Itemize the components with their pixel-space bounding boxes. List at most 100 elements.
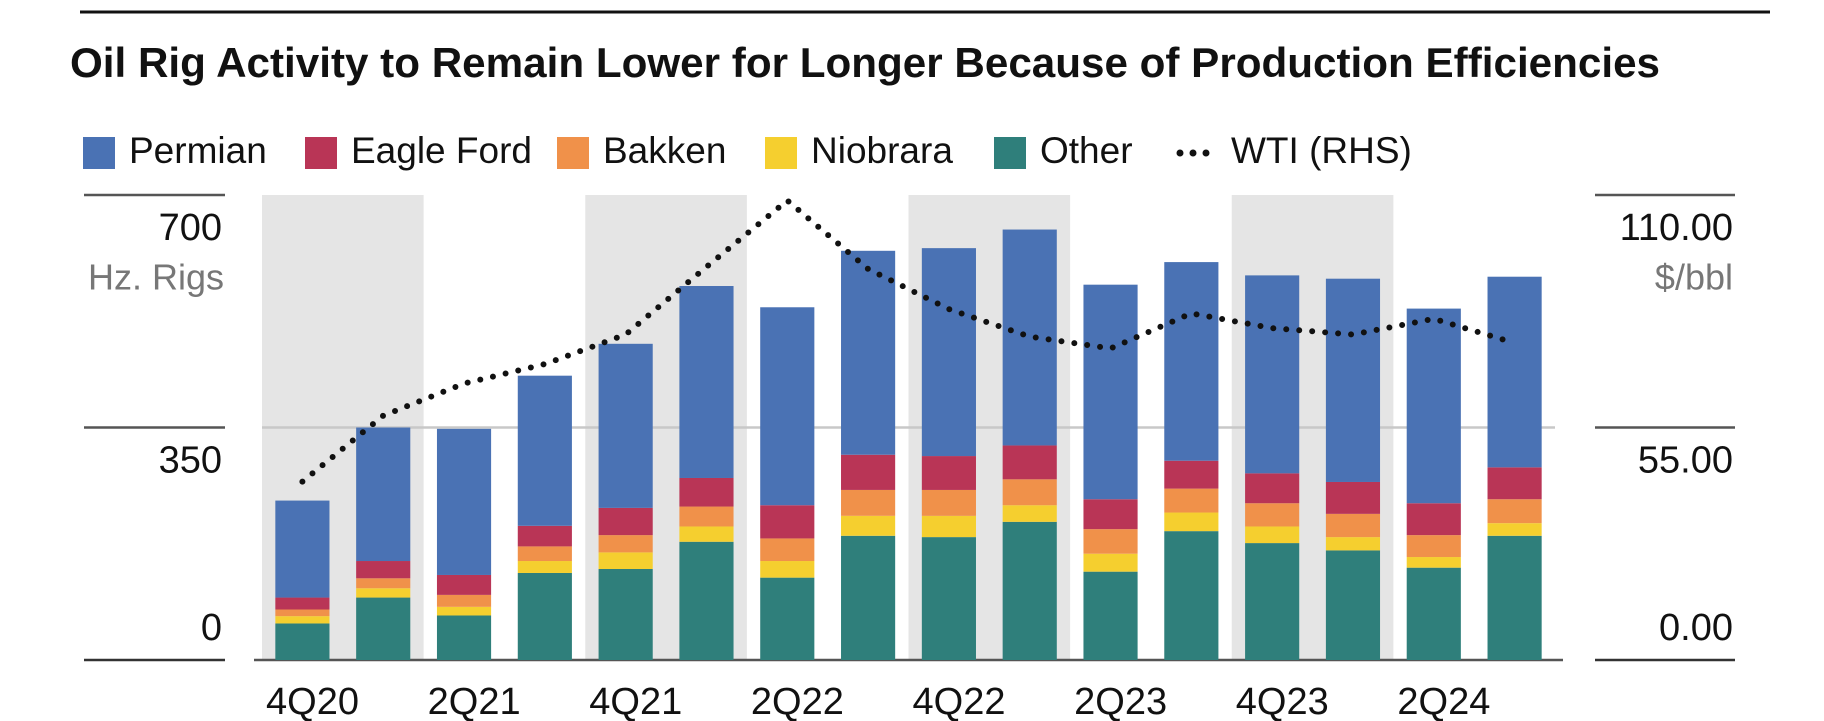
legend-label: WTI (RHS) xyxy=(1231,130,1412,171)
bar-segment xyxy=(1406,503,1461,536)
bar-segment xyxy=(1325,278,1381,482)
bar-segment xyxy=(275,623,330,660)
bar-segment xyxy=(1245,473,1300,504)
bar-segment xyxy=(1406,557,1461,568)
bar-segment xyxy=(679,286,734,478)
bar-segment xyxy=(921,248,976,457)
bar-segment xyxy=(1406,535,1461,558)
y2-tick-label: 110.00 xyxy=(1620,207,1733,249)
bar-segment xyxy=(1164,531,1219,660)
bar-segment xyxy=(1164,460,1219,489)
bar-segment xyxy=(356,561,411,579)
bar-segment xyxy=(436,594,492,607)
bar-segment xyxy=(760,505,815,539)
y2-axis-title: $/bbl xyxy=(1655,257,1733,298)
bar-segment xyxy=(1083,553,1138,572)
x-tick-label: 2Q21 xyxy=(428,681,521,721)
bar-segment xyxy=(679,477,734,507)
bar-segment xyxy=(1164,262,1219,461)
bar-segment xyxy=(275,609,330,617)
x-tick-label: 4Q23 xyxy=(1236,681,1329,721)
bar-segment xyxy=(275,616,330,624)
bar-segment xyxy=(841,454,896,490)
bar-segment xyxy=(436,574,492,595)
bar-segment xyxy=(760,577,815,660)
y-axis-title: Hz. Rigs xyxy=(88,257,224,298)
legend-swatch xyxy=(765,137,797,169)
bar-segment xyxy=(921,489,976,516)
bar-segment xyxy=(1002,445,1057,480)
x-tick-label: 2Q22 xyxy=(751,681,844,721)
bar-segment xyxy=(436,606,492,616)
bar-segment xyxy=(275,597,330,610)
legend-label: Eagle Ford xyxy=(351,130,532,171)
bar-segment xyxy=(598,535,653,553)
bar-segment xyxy=(921,537,976,660)
legend-label: Niobrara xyxy=(811,130,953,171)
bar-segment xyxy=(1164,488,1219,513)
bar-segment xyxy=(841,515,896,536)
bar-segment xyxy=(1487,276,1542,468)
bar-segment xyxy=(1487,523,1542,536)
bar-segment xyxy=(436,615,492,660)
bar-segment xyxy=(921,515,976,538)
bar-segment xyxy=(517,572,572,660)
bar-segment xyxy=(517,375,572,526)
bar-segment xyxy=(1083,529,1138,554)
bar-segment xyxy=(1083,499,1138,530)
y2-tick-label: 55.00 xyxy=(1638,440,1733,482)
x-tick-label: 4Q21 xyxy=(589,681,682,721)
bar-segment xyxy=(1487,467,1542,500)
bar-segment xyxy=(1325,481,1381,514)
x-tick-label: 4Q20 xyxy=(266,681,359,721)
bar-segment xyxy=(275,500,330,598)
legend-swatch xyxy=(305,137,337,169)
x-tick-label: 4Q22 xyxy=(913,681,1006,721)
bar-segment xyxy=(1325,550,1381,660)
bar-segment xyxy=(356,578,411,589)
y2-tick-label: 0.00 xyxy=(1659,607,1733,649)
x-tick-label: 2Q23 xyxy=(1074,681,1167,721)
legend-swatch xyxy=(83,137,115,169)
bar-segment xyxy=(1406,567,1461,660)
bar-segment xyxy=(517,525,572,547)
bar-segment xyxy=(1245,503,1300,527)
bar-segment xyxy=(1002,479,1057,506)
legend-label: Bakken xyxy=(603,130,726,171)
legend-swatch xyxy=(994,137,1026,169)
bar-segment xyxy=(598,507,653,536)
bar-segment xyxy=(760,307,815,506)
bar-segment xyxy=(517,546,572,562)
bar-segment xyxy=(841,535,896,660)
bar-segment xyxy=(679,506,734,527)
legend-label: Other xyxy=(1040,130,1133,171)
bar-segment xyxy=(1002,521,1057,660)
y-tick-label: 700 xyxy=(159,207,222,249)
bar-segment xyxy=(1325,513,1381,538)
x-tick-label: 2Q24 xyxy=(1397,681,1490,721)
legend-swatch xyxy=(557,137,589,169)
bar-segment xyxy=(679,541,734,660)
bar-segment xyxy=(1325,537,1381,551)
bar-segment xyxy=(1002,505,1057,522)
bar-segment xyxy=(921,456,976,490)
bar-segment xyxy=(1083,571,1138,660)
bar-segment xyxy=(598,568,653,660)
bar-segment xyxy=(1245,526,1300,544)
bar-segment xyxy=(598,343,653,508)
y-tick-label: 350 xyxy=(159,440,222,482)
bar-segment xyxy=(1245,543,1300,660)
y-tick-label: 0 xyxy=(201,607,222,649)
bar-segment xyxy=(1083,284,1138,500)
bar-segment xyxy=(1487,535,1542,660)
bar-segment xyxy=(356,427,411,562)
bar-segment xyxy=(598,552,653,569)
bar-segment xyxy=(1164,512,1219,532)
bar-segment xyxy=(1487,499,1542,524)
legend-label: Permian xyxy=(129,130,267,171)
bar-segment xyxy=(517,561,572,573)
bar-segment xyxy=(436,428,492,575)
chart-title: Oil Rig Activity to Remain Lower for Lon… xyxy=(70,39,1660,86)
bar-segment xyxy=(356,597,411,660)
